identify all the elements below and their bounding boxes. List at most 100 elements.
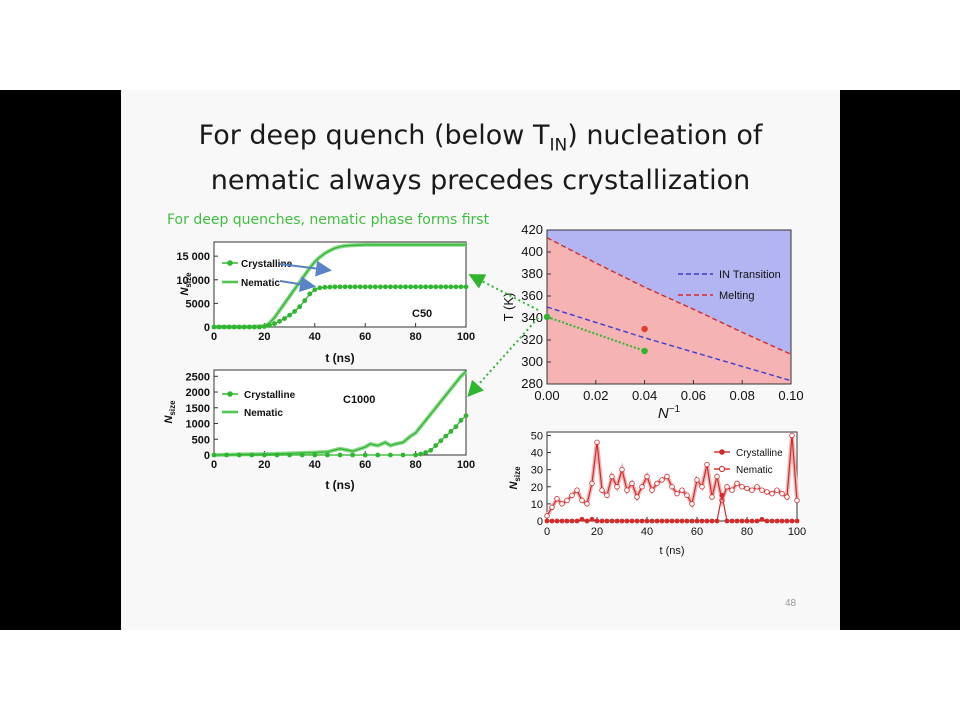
c1000-crystalline-point <box>388 452 393 458</box>
br-crystalline-point <box>694 518 700 524</box>
c50-crystalline-point <box>453 284 459 290</box>
br-crystalline-point <box>544 518 550 524</box>
c50-crystalline-point <box>403 284 408 290</box>
c50-crystalline-point <box>251 324 257 330</box>
br-crystalline-point <box>549 518 555 524</box>
c50-crystalline-point <box>418 284 424 290</box>
br-nematic-point <box>614 484 620 490</box>
c50-xtick-label: 100 <box>457 331 475 343</box>
c1000-legend-crystalline-marker <box>227 391 233 397</box>
c1000-crystalline-point <box>453 424 459 430</box>
br-nematic-point <box>654 480 660 487</box>
c50-ytick-label: 5000 <box>186 298 210 310</box>
title-subscript: IN <box>549 135 568 156</box>
br-nematic-point <box>544 513 550 519</box>
phase-connector <box>546 315 645 352</box>
c50-crystalline-point <box>347 284 353 290</box>
br-nematic-point <box>779 490 785 497</box>
phase-ytick-label: 320 <box>521 332 543 347</box>
br-nematic-point <box>644 473 650 480</box>
c50-crystalline-point <box>382 284 388 290</box>
c50-crystalline-point <box>408 284 413 290</box>
phase-ylabel: T (K) <box>501 293 516 322</box>
c1000-crystalline-point <box>224 452 230 458</box>
phase-xlabel: N−1 <box>658 404 681 422</box>
c50-crystalline-point <box>352 284 358 290</box>
br-crystalline-point <box>759 516 765 522</box>
br-crystalline-point <box>709 518 715 524</box>
c50-crystalline-point <box>211 324 217 330</box>
c1000-ytick-label: 500 <box>192 434 210 446</box>
br-nematic-point <box>744 485 750 492</box>
br-nematic-point <box>649 487 655 493</box>
c1000-xtick-label: 0 <box>211 459 217 471</box>
br-crystalline-point <box>689 518 695 524</box>
c50-crystalline-point <box>262 324 267 329</box>
c1000-crystalline-point <box>428 447 434 453</box>
c1000-xtick-label: 20 <box>258 459 270 471</box>
c50-crystalline-point <box>398 284 403 290</box>
c50-crystalline-point <box>458 284 464 290</box>
br-nematic-point <box>554 496 560 502</box>
br-crystalline-point <box>714 518 720 524</box>
br-nematic-point <box>629 480 635 487</box>
c50-ytick-label: 0 <box>204 322 210 334</box>
br-crystalline-point <box>579 516 585 522</box>
c1000-crystalline-point <box>312 452 318 458</box>
br-crystalline-point <box>574 518 580 524</box>
c1000-xtick-label: 100 <box>457 459 475 471</box>
br-nematic-point <box>664 473 670 480</box>
br-legend-nematic-label: Nematic <box>736 465 773 476</box>
br-ytick-label: 30 <box>531 465 543 477</box>
br-crystalline-point <box>739 518 745 524</box>
c1000-ytick-label: 1500 <box>186 403 210 415</box>
c50-crystalline-point <box>463 284 469 290</box>
br-crystalline-point <box>569 518 575 524</box>
c1000-legend-nematic-label: Nematic <box>244 408 283 419</box>
br-nematic-point <box>669 484 675 490</box>
slide-subtitle: For deep quenches, nematic phase forms f… <box>167 212 490 228</box>
br-crystalline-point <box>724 518 730 524</box>
c50-crystalline-point <box>312 287 318 293</box>
br-crystalline-point <box>619 518 625 524</box>
br-crystalline-point <box>604 518 610 524</box>
title-line1-b: ) nucleation of <box>567 120 763 151</box>
c50-crystalline-point <box>357 284 363 290</box>
br-nematic-point <box>584 501 590 507</box>
br-nematic-point <box>564 497 570 504</box>
c1000-crystalline-point <box>299 452 305 458</box>
page-number: 48 <box>785 598 797 609</box>
br-ytick-label: 10 <box>531 499 543 511</box>
slide-title: For deep quench (below TIN) nucleation o… <box>121 118 840 199</box>
c50-legend-crystalline-marker <box>227 260 233 266</box>
c50-crystalline-point <box>267 323 272 328</box>
c1000-crystalline-point <box>362 452 368 458</box>
phase-ytick-label: 360 <box>521 288 543 303</box>
c50-ylabel: Nsize <box>179 272 193 296</box>
br-crystalline-point <box>784 518 790 524</box>
c1000-crystalline-point <box>463 413 469 419</box>
link-arrow-c1000 <box>467 317 539 397</box>
br-crystalline-point <box>664 518 670 524</box>
c1000-crystalline-point <box>413 452 418 458</box>
c50-crystalline-point <box>367 284 373 290</box>
br-nematic-point <box>569 492 575 499</box>
c1000-crystalline-point <box>443 433 449 439</box>
link-arrow-c50 <box>468 274 539 311</box>
phase-ytick-label: 380 <box>521 266 543 281</box>
c1000-crystalline-point <box>418 451 424 457</box>
c50-annotation: C50 <box>412 308 432 320</box>
c50-crystalline-point <box>362 284 368 290</box>
c50-crystalline-point <box>332 284 338 290</box>
br-nematic-point <box>769 490 775 497</box>
br-xtick-label: 40 <box>641 526 653 538</box>
c50-crystalline-point <box>226 324 232 330</box>
c1000-crystalline-point <box>236 452 242 458</box>
br-nematic-point <box>589 480 595 487</box>
br-crystalline-point <box>634 518 640 524</box>
br-legend-crystalline-marker <box>719 449 725 455</box>
br-crystalline-point <box>629 518 635 524</box>
br-crystalline-point <box>644 518 650 524</box>
c50-xtick-label: 0 <box>211 331 217 343</box>
